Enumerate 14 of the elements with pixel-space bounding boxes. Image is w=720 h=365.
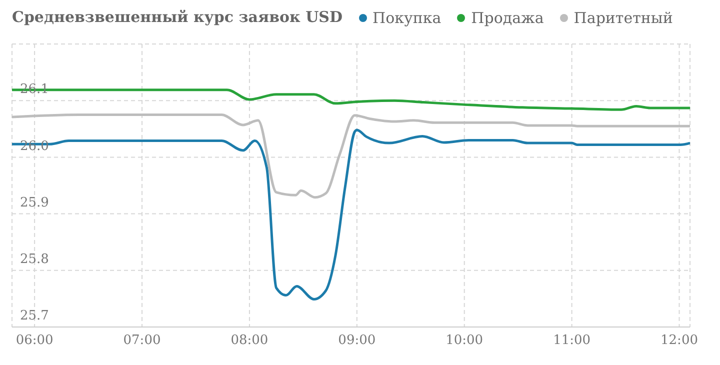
x-tick-label: 06:00 <box>16 333 54 348</box>
x-tick-label: 07:00 <box>123 333 161 348</box>
y-tick-label: 25.7 <box>20 308 49 324</box>
y-tick-label: 25.9 <box>20 195 49 210</box>
x-tick-label: 09:00 <box>338 333 376 348</box>
legend-label: Покупка <box>372 9 442 27</box>
legend-label: Продажа <box>470 9 544 27</box>
x-tick-label: 10:00 <box>446 333 484 348</box>
chart-title: Средневзвешенный курс заявок USD <box>12 8 343 26</box>
x-tick-label: 12:00 <box>660 333 698 348</box>
x-tick-label: 08:00 <box>230 333 268 348</box>
legend-label: Паритетный <box>572 9 673 27</box>
x-tick-label: 11:00 <box>553 333 591 348</box>
y-tick-label: 25.8 <box>20 252 49 268</box>
